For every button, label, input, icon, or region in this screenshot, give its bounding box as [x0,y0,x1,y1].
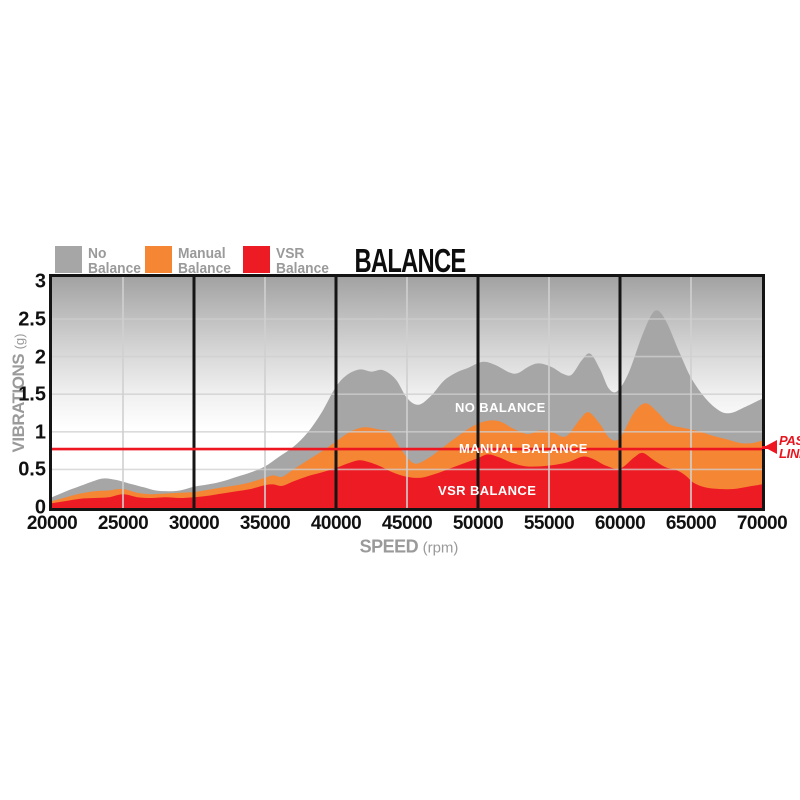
legend-item-vsr-balance: VSR Balance [243,246,334,276]
plot-area [49,274,765,511]
legend-item-no-balance: No Balance [55,246,146,276]
x-tick-label: 65000 [665,513,717,534]
x-tick-label: 35000 [239,513,291,534]
y-tick-label: 3 [34,270,46,293]
x-axis-label: SPEED (rpm) [359,536,459,557]
chart-title: BALANCE [354,242,466,279]
legend-label-vsr-balance: VSR Balance [276,245,329,277]
x-tick-label: 20000 [26,513,78,534]
balance-chart-svg [52,277,762,508]
y-tick-label: 1.5 [18,383,46,406]
x-tick-label: 60000 [594,513,646,534]
x-tick-label: 25000 [97,513,149,534]
x-tick-label: 30000 [168,513,220,534]
x-tick-label: 50000 [452,513,504,534]
x-tick-label: 70000 [736,513,788,534]
vsr-balance-swatch-icon [243,246,270,273]
legend-label-no-balance: No Balance [88,245,141,277]
legend-item-manual-balance: Manual Balance [145,246,236,276]
x-tick-label: 40000 [310,513,362,534]
manual-balance-swatch-icon [145,246,172,273]
y-tick-label: 1 [34,421,46,444]
legend-label-manual-balance: Manual Balance [178,245,231,277]
x-tick-label: 55000 [523,513,575,534]
y-tick-label: 0 [34,496,46,519]
y-tick-label: 2 [34,346,46,369]
pass-line-arrow-icon [764,440,777,454]
no-balance-swatch-icon [55,246,82,273]
no-balance-area-label: NO BALANCE [455,400,546,415]
x-tick-label: 45000 [381,513,433,534]
y-tick-label: 2.5 [18,308,46,331]
manual-balance-area-label: MANUAL BALANCE [459,441,588,456]
y-tick-label: 0.5 [18,458,46,481]
pass-line-label: PASSLINE [779,433,800,461]
vsr-balance-area-label: VSR BALANCE [438,483,537,498]
